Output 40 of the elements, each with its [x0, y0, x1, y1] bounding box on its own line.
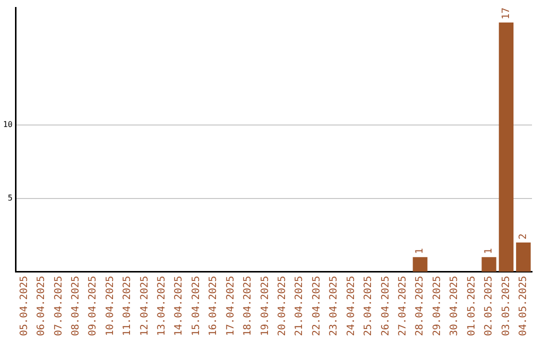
x-tick-label: 25.04.2025 [363, 276, 374, 336]
bar [516, 242, 531, 272]
data-label: 1 [414, 248, 426, 254]
x-tick-label: 03.05.2025 [500, 276, 512, 336]
y-tick-label: 5 [8, 194, 13, 203]
x-tick-label: 19.04.2025 [260, 276, 271, 336]
data-label: 2 [518, 233, 529, 240]
x-tick-label: 01.05.2025 [466, 276, 478, 336]
bar [482, 257, 496, 272]
bar [412, 257, 428, 272]
x-tick-label: 20.04.2025 [277, 276, 288, 336]
x-tick-label: 09.04.2025 [88, 276, 99, 336]
x-tick-label: 02.05.2025 [484, 276, 495, 336]
x-tick-label: 10.04.2025 [104, 276, 116, 336]
x-tick-label: 04.05.2025 [518, 276, 529, 336]
x-tick-label: 12.04.2025 [139, 276, 150, 336]
x-tick-label: 29.04.2025 [432, 276, 443, 336]
data-label: 17 [500, 7, 512, 20]
x-tick-label: 14.04.2025 [174, 276, 185, 336]
x-tick-label: 27.04.2025 [398, 276, 408, 336]
x-tick-label: 23.04.2025 [328, 276, 340, 336]
x-tick-label: 22.04.2025 [311, 276, 322, 336]
x-tick-label: 07.04.2025 [53, 276, 64, 336]
x-tick-label: 05.04.2025 [18, 276, 30, 336]
data-label: 1 [484, 248, 495, 254]
x-tick-label: 30.04.2025 [449, 276, 460, 336]
x-tick-label: 18.04.2025 [242, 276, 254, 336]
x-tick-label: 21.04.2025 [294, 276, 306, 336]
x-tick-label: 28.04.2025 [414, 276, 426, 336]
x-tick-label: 13.04.2025 [156, 276, 168, 336]
x-tick-label: 16.04.2025 [208, 276, 220, 336]
x-tick-label: 08.04.2025 [70, 276, 82, 336]
x-tick-label: 24.04.2025 [346, 276, 357, 336]
x-tick-label: 06.04.2025 [36, 276, 48, 336]
x-tick-label: 26.04.2025 [380, 276, 392, 336]
bar [498, 22, 514, 272]
x-tick-label: 11.04.2025 [122, 276, 134, 336]
x-tick-label: 15.04.2025 [190, 276, 202, 336]
x-tick-label: 17.04.2025 [225, 276, 236, 336]
y-tick-label: 10 [2, 120, 13, 130]
